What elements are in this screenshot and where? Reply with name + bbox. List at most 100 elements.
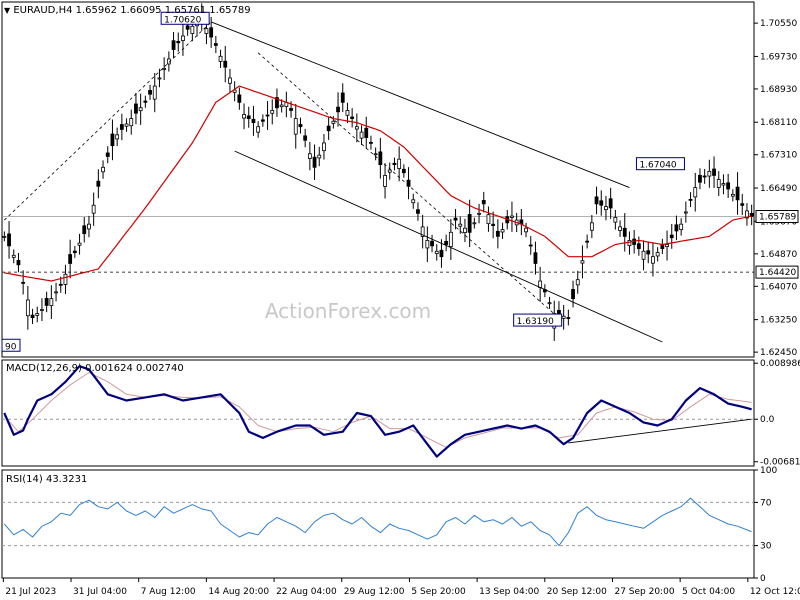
candle-body	[54, 291, 58, 294]
candle-body	[510, 215, 514, 218]
candle-body	[303, 135, 308, 141]
candle-body	[651, 256, 655, 264]
price-pane-frame	[1, 1, 755, 358]
price-y-tick-label: 1.63250	[760, 316, 797, 326]
macd-line	[3, 365, 752, 458]
candle-body	[561, 315, 566, 319]
candle-body	[143, 100, 148, 103]
candle-body	[101, 166, 105, 173]
candle-body	[322, 142, 326, 152]
candle-body	[669, 234, 674, 239]
lower-channel-line	[234, 150, 663, 343]
candle-body	[401, 168, 406, 174]
candle-body	[218, 55, 223, 62]
candle-body	[242, 114, 246, 119]
candle-body	[566, 317, 571, 319]
candle-body	[674, 224, 679, 232]
candle-body	[209, 27, 214, 38]
candle-body	[439, 249, 444, 258]
price-annotation-box	[1, 338, 21, 352]
candle-body	[636, 243, 641, 249]
ohlc-low: 1.65761	[164, 5, 207, 16]
price-y-tick-label: 1.64870	[760, 250, 797, 260]
candle-body	[2, 235, 7, 238]
candle-body	[373, 153, 378, 156]
x-tick-label: 20 Sep 12:00	[547, 587, 607, 597]
candle-body	[472, 222, 477, 225]
candle-body	[265, 114, 270, 117]
candle-body	[312, 156, 317, 168]
candle-body	[336, 106, 340, 113]
price-y-tick-label: 1.68110	[760, 118, 797, 128]
candle-body	[326, 125, 331, 132]
candle-body	[726, 182, 731, 190]
candle-body	[260, 119, 265, 122]
candle-body	[162, 68, 167, 70]
candle-body	[35, 313, 40, 316]
candle-body	[735, 186, 740, 201]
price-y-tick-label: 1.66490	[760, 184, 797, 194]
x-tick-label: 5 Sep 20:00	[411, 587, 466, 597]
candle-body	[547, 302, 552, 305]
candle-body	[251, 118, 256, 124]
candle-body	[11, 254, 16, 258]
candle-body	[387, 169, 392, 173]
macd-y-tick-label: 0.008986	[760, 359, 800, 369]
candle-body	[392, 162, 397, 166]
watermark: ActionForex.com	[265, 299, 431, 323]
candle-body	[25, 299, 30, 317]
candle-body	[679, 223, 684, 231]
price-annotation-box	[635, 157, 685, 171]
x-tick-label: 27 Sep 20:00	[614, 587, 674, 597]
price-y-tick-label: 1.70550	[760, 19, 797, 29]
candle-body	[641, 250, 646, 260]
candle-body	[721, 183, 726, 186]
candle-body	[463, 227, 467, 234]
candle-body	[345, 110, 350, 116]
x-tick-label: 29 Aug 12:00	[344, 587, 405, 597]
candle-body	[622, 227, 627, 237]
candle-body	[171, 40, 176, 50]
candle-body	[134, 103, 138, 114]
last-price-box-label: 1.65789	[759, 213, 796, 223]
candle-body	[289, 108, 293, 111]
candle-body	[232, 89, 237, 93]
x-tick-label: 12 Oct 12:00	[750, 587, 800, 597]
candle-body	[467, 214, 472, 233]
candle-body	[317, 154, 322, 159]
candle-body	[533, 252, 538, 264]
candle-body	[307, 153, 312, 159]
candle-body	[378, 151, 383, 166]
candle-body	[40, 309, 44, 311]
candle-body	[604, 206, 608, 211]
candle-body	[411, 199, 416, 204]
candle-body	[7, 233, 11, 247]
candle-body	[87, 223, 91, 230]
candle-body	[91, 204, 96, 214]
candle-body	[204, 28, 209, 34]
candle-body	[213, 43, 218, 46]
price-annotation-label: 90	[5, 342, 17, 352]
last-price-box	[755, 210, 799, 224]
macd-pane-frame	[1, 359, 755, 467]
candle-body	[627, 240, 632, 247]
candle-body	[745, 210, 749, 219]
candle-body	[425, 240, 430, 249]
candle-body	[458, 223, 463, 227]
candle-body	[246, 115, 251, 119]
rsi-line	[3, 497, 752, 547]
symbol-dropdown-icon[interactable]: ▼	[4, 6, 11, 15]
candle-body	[383, 175, 387, 187]
candle-body	[350, 116, 355, 119]
x-tick-label: 22 Aug 04:00	[276, 587, 337, 597]
candle-body	[49, 298, 54, 307]
candle-body	[176, 40, 181, 44]
candle-body	[72, 250, 77, 254]
candle-body	[646, 250, 651, 255]
macd-trendline	[568, 418, 752, 444]
rsi-y-tick-label: 0	[760, 574, 766, 584]
price-y-tick-label: 1.67310	[760, 151, 797, 161]
x-tick-label: 21 Jul 2023	[5, 587, 56, 597]
candle-body	[152, 85, 157, 100]
candle-body	[594, 196, 599, 205]
